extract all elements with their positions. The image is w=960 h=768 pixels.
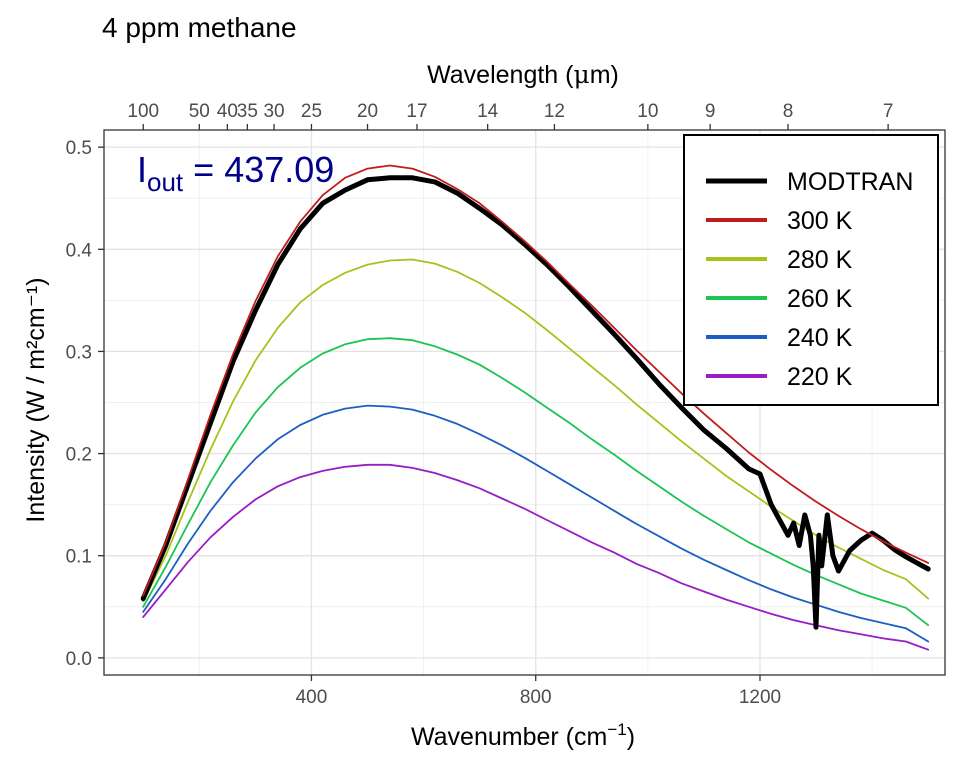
top-tick-label: 10 (637, 101, 658, 122)
top-tick-label: 30 (263, 101, 284, 122)
top-tick-label: 25 (301, 101, 322, 122)
legend-label-300-k: 300 K (787, 207, 853, 235)
top-tick-label: 50 (189, 101, 210, 122)
legend: MODTRAN 300 K 280 K 260 K 240 K 220 K (683, 134, 939, 406)
x-axis-label-tail: ) (627, 723, 635, 751)
iout-equals: = (183, 149, 224, 190)
series-line-240-k (142, 404, 930, 643)
top-tick-label: 9 (705, 101, 716, 122)
top-axis-label: Wavelength (μm) (427, 60, 619, 89)
x-axis-label: Wavenumber (cm−1) (411, 720, 635, 751)
x-axis-label-base: Wavenumber (cm (411, 723, 607, 751)
top-tick-label: 14 (477, 101, 499, 122)
plot-border (103, 129, 946, 676)
legend-label-modtran: MODTRAN (787, 168, 913, 196)
series-layer (140, 164, 931, 651)
y-tick-label: 0.4 (66, 240, 93, 261)
y-tick-label: 0.1 (66, 547, 92, 568)
grid-major (104, 130, 945, 675)
legend-label-260-k: 260 K (787, 285, 853, 313)
chart-title: 4 ppm methane (102, 12, 297, 43)
top-axis-label-mu: μ (573, 60, 589, 89)
series-line-modtran (140, 175, 931, 630)
x-tick-label: 400 (296, 687, 328, 708)
top-tick-label: 7 (883, 101, 894, 122)
y-axis-label: Intensity (W / m²cm⁻¹) (22, 277, 50, 522)
top-tick-label: 35 (237, 101, 258, 122)
iout-subscript: out (147, 167, 184, 197)
legend-label-280-k: 280 K (787, 246, 853, 274)
x-axis-label-sup: −1 (607, 720, 626, 739)
top-axis-label-tail: m) (590, 61, 619, 89)
y-tick-label: 0.2 (66, 445, 92, 466)
x-axis: 400 800 1200 (296, 675, 781, 708)
iout-value: 437.09 (224, 149, 334, 190)
top-tick-label: 12 (544, 101, 565, 122)
x-tick-label: 1200 (739, 687, 781, 708)
top-axis-label-base: Wavelength ( (427, 61, 574, 89)
top-tick-label: 20 (357, 101, 378, 122)
y-tick-label: 0.5 (66, 138, 92, 159)
x-tick-label: 800 (520, 687, 552, 708)
series-line-300-k (142, 164, 930, 597)
iout-symbol: I (137, 149, 147, 190)
y-tick-label: 0.0 (66, 649, 92, 670)
legend-label-240-k: 240 K (787, 324, 853, 352)
series-line-260-k (142, 337, 930, 627)
y-axis: 0.0 0.1 0.2 0.3 0.4 0.5 (66, 138, 104, 670)
top-tick-label: 8 (783, 101, 794, 122)
series-line-280-k (142, 258, 930, 603)
iout-annotation: Iout = 437.09 (137, 149, 334, 197)
top-tick-label: 17 (406, 101, 427, 122)
top-tick-label: 100 (127, 101, 159, 122)
top-tick-label: 40 (217, 101, 238, 122)
series-line-220-k (142, 463, 930, 651)
legend-label-220-k: 220 K (787, 363, 853, 391)
y-tick-label: 0.3 (66, 342, 92, 363)
